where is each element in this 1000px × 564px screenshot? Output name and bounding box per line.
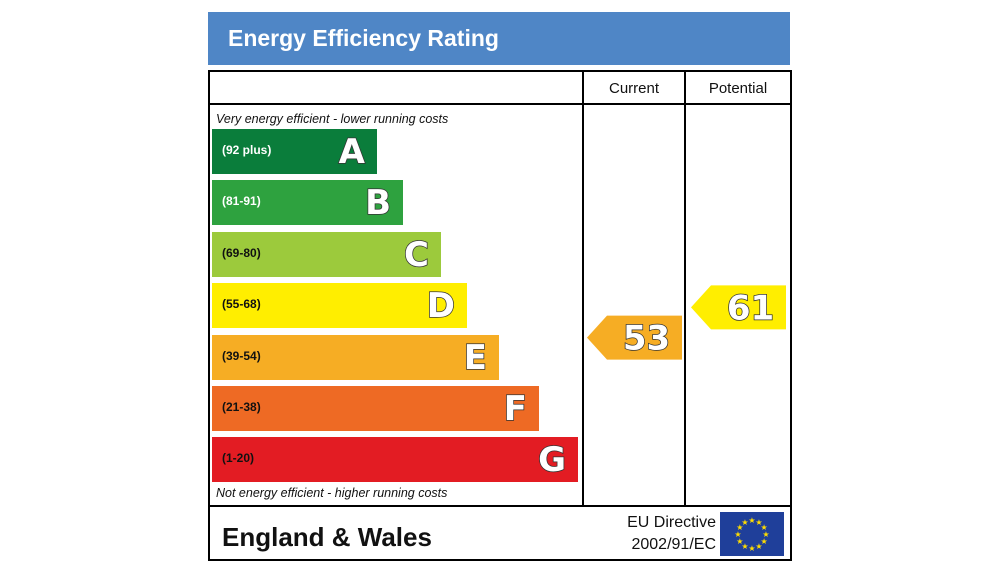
- current-column-header: Current: [608, 80, 660, 97]
- band-c: (69-80) C: [212, 231, 441, 277]
- eu-directive: EU Directive 2002/91/EC: [590, 512, 716, 556]
- band-a: (92 plus) A: [212, 129, 377, 174]
- eu-star-icon: ★: [755, 518, 762, 527]
- potential-rating-value: 61: [727, 288, 774, 328]
- band-g: (1-20) G: [212, 437, 578, 483]
- divider-bands-current: [582, 72, 584, 507]
- eu-directive-line1: EU Directive: [627, 514, 716, 531]
- eu-star-icon: ★: [761, 537, 768, 546]
- bottom-note: Not energy efficient - higher running co…: [216, 486, 448, 500]
- band-range-label: (39-54): [222, 348, 261, 363]
- eu-star-icon: ★: [748, 544, 755, 553]
- top-note: Very energy efficient - lower running co…: [216, 112, 449, 126]
- band-range-label: (92 plus): [222, 143, 272, 157]
- chart-title: Energy Efficiency Rating: [228, 25, 499, 51]
- eu-star-icon: ★: [762, 530, 769, 539]
- chart-frame: Current Potential Very energy efficient …: [208, 70, 792, 561]
- current-rating-value: 53: [623, 319, 670, 359]
- eu-star-icon: ★: [741, 518, 748, 527]
- eu-star-icon: ★: [761, 523, 768, 532]
- band-range-label: (81-91): [222, 194, 261, 209]
- footer-divider: [210, 505, 790, 507]
- band-letter: A: [338, 131, 366, 173]
- header-divider: [210, 103, 790, 105]
- eu-stars: ★ ★★★★★★★★★★★: [734, 516, 769, 553]
- band-letter: B: [364, 183, 391, 225]
- region-label: England & Wales: [222, 522, 432, 552]
- band-letter: G: [537, 440, 566, 482]
- eu-star-icon: ★: [755, 542, 762, 551]
- band-f: (21-38) F: [212, 386, 539, 431]
- band-range-label: (55-68): [222, 297, 261, 312]
- eu-star-icon: ★: [741, 542, 748, 551]
- band-e: (39-54) E: [212, 334, 499, 380]
- rating-arrows: 53 61: [587, 285, 786, 360]
- band-letter: D: [426, 285, 456, 327]
- eu-star-icon: ★: [736, 523, 743, 532]
- potential-rating-arrow: [691, 285, 786, 330]
- eu-star-icon: ★: [748, 516, 755, 525]
- band-d: (55-68) D: [212, 283, 467, 329]
- band-letter: C: [403, 234, 429, 276]
- band-letter: F: [503, 388, 528, 430]
- current-rating-arrow: [587, 315, 682, 360]
- eu-star-icon: ★: [736, 537, 743, 546]
- band-range-label: (69-80): [222, 245, 261, 260]
- eu-directive-line2: 2002/91/EC: [631, 536, 716, 553]
- eu-star-icon: ★: [734, 530, 741, 539]
- potential-column-header: Potential: [708, 80, 768, 97]
- band-letter: E: [463, 337, 488, 379]
- title-bar: Energy Efficiency Rating: [208, 12, 790, 65]
- band-b: (81-91) B: [212, 180, 403, 226]
- eu-flag-icon: ★ ★ ★ ★ ★ ★ ★ ★ ★ ★ ★ ★: [720, 512, 784, 556]
- band-range-label: (21-38): [222, 400, 261, 414]
- divider-current-potential: [684, 72, 686, 507]
- band-range-label: (1-20): [222, 451, 255, 466]
